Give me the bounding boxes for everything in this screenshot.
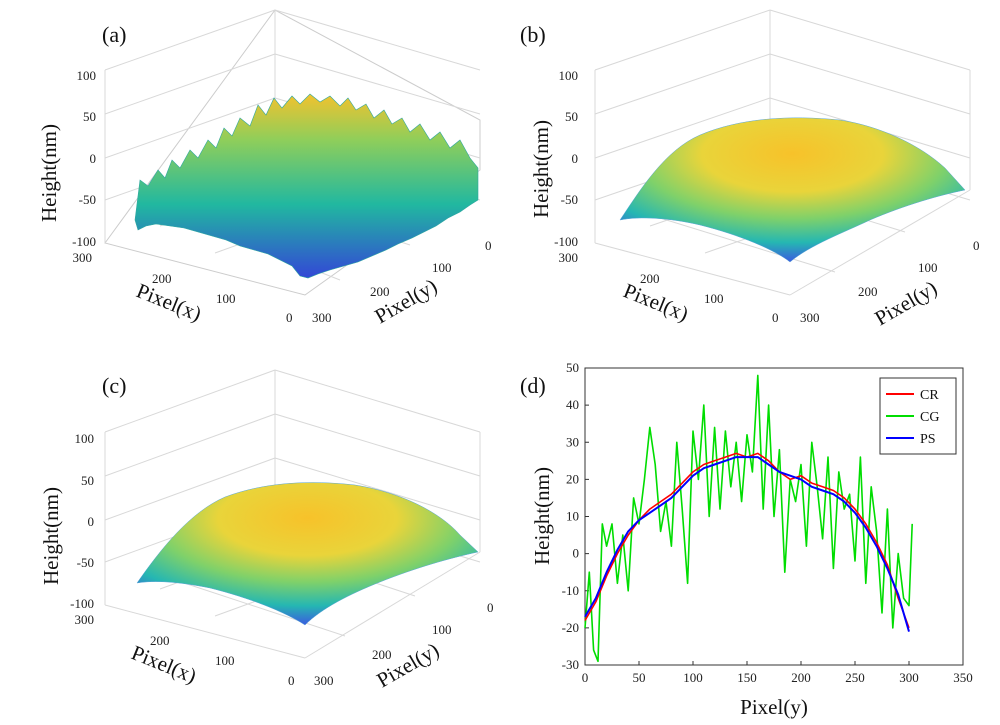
y-tick-label: -30	[562, 657, 579, 672]
panel-c-ytick: 200	[372, 647, 392, 662]
panel-c-xtick: 100	[215, 653, 235, 668]
panel-b-ztick: 0	[572, 151, 579, 166]
series-line-ps	[584, 456, 910, 632]
panel-b-ztick: 50	[565, 109, 578, 124]
panel-a: (a) 100 50 0 -50 -100 300 200 100 0 0 1	[37, 9, 492, 329]
panel-d: (d) 0 50 100 150 200 250 300 350 -30 -20 -10 0 10 20 3…	[520, 360, 973, 719]
panel-a-xtick: 200	[152, 271, 172, 286]
panel-a-xtick: 100	[216, 291, 236, 306]
panel-c-ytick: 100	[432, 622, 452, 637]
panel-b-ztick: -100	[554, 234, 578, 249]
panel-c-xtick: 0	[288, 673, 295, 688]
panel-a-ytick: 200	[370, 284, 390, 299]
y-tick-label: 0	[573, 546, 580, 561]
panel-b-ytick: 100	[918, 260, 938, 275]
panel-a-ytick: 300	[312, 310, 332, 325]
x-tick-label: 0	[582, 670, 589, 685]
panel-c-ztick: 0	[88, 514, 95, 529]
panel-c-ztick: 100	[75, 431, 95, 446]
panel-b-zlabel: Height(nm)	[529, 120, 553, 218]
panel-c-ytick: 0	[487, 600, 494, 615]
panel-b-surface	[619, 117, 966, 263]
panel-b: (b) 100 50 0 -50 -100 300 200 100 0 0	[520, 9, 980, 331]
panel-a-ylabel: Pixel(y)	[371, 274, 442, 329]
legend-label-ps: PS	[920, 432, 936, 447]
panel-c-ytick: 300	[314, 673, 334, 688]
panel-c-zlabel: Height(nm)	[39, 487, 63, 585]
panel-a-ztick: 0	[90, 151, 97, 166]
panel-b-ztick: 100	[559, 68, 579, 83]
panel-b-xtick: 200	[640, 271, 660, 286]
panel-d-lines	[584, 374, 913, 663]
y-tick-label: 10	[566, 509, 579, 524]
panel-b-ytick: 300	[800, 310, 820, 325]
y-tick-label: -20	[562, 620, 579, 635]
panel-c-ylabel: Pixel(y)	[373, 638, 444, 693]
panel-b-ytick: 0	[973, 238, 980, 253]
panel-b-ytick: 200	[858, 284, 878, 299]
panel-a-ytick: 0	[485, 238, 492, 253]
y-tick-label: 30	[566, 434, 579, 449]
panel-b-xtick: 300	[559, 250, 579, 265]
panel-a-ztick: -50	[79, 192, 96, 207]
panel-a-ztick: 100	[77, 68, 97, 83]
x-tick-label: 350	[953, 670, 973, 685]
panel-b-ylabel: Pixel(y)	[871, 276, 942, 331]
x-tick-label: 100	[683, 670, 703, 685]
panel-b-label: (b)	[520, 22, 546, 47]
panel-b-xtick: 0	[772, 310, 779, 325]
panel-d-legend: CR CG PS	[879, 377, 957, 455]
panel-d-ticks: 0 50 100 150 200 250 300 350 -30 -20 -10 0 10 20 30 40 5…	[562, 360, 973, 685]
panel-b-axes-ticks: 100 50 0 -50 -100 300 200 100 0 0 100 20…	[554, 68, 979, 325]
y-tick-label: 40	[566, 397, 579, 412]
panel-a-xtick: 0	[286, 310, 293, 325]
panel-a-axes-ticks: 100 50 0 -50 -100 300 200 100 0 0 100 20…	[72, 68, 491, 325]
panel-d-label: (d)	[520, 373, 546, 398]
panel-a-surface	[134, 93, 479, 279]
panel-a-xtick: 300	[73, 250, 93, 265]
panel-a-zlabel: Height(nm)	[37, 124, 61, 222]
legend-label-cr: CR	[920, 388, 939, 403]
panel-c-ztick: -100	[70, 596, 94, 611]
panel-c-label: (c)	[102, 373, 126, 398]
panel-b-xtick: 100	[704, 291, 724, 306]
panel-c-xtick: 200	[150, 633, 170, 648]
x-tick-label: 250	[845, 670, 865, 685]
panel-d-ylabel: Height(nm)	[530, 467, 554, 565]
x-tick-label: 150	[737, 670, 757, 685]
legend-label-cg: CG	[920, 410, 939, 425]
y-tick-label: -10	[562, 583, 579, 598]
panel-c-xtick: 300	[75, 612, 95, 627]
x-tick-label: 50	[633, 670, 646, 685]
x-tick-label: 300	[899, 670, 919, 685]
panel-c-surface	[136, 482, 479, 626]
panel-a-ztick: 50	[83, 109, 96, 124]
panel-a-ytick: 100	[432, 260, 452, 275]
y-tick-label: 20	[566, 471, 579, 486]
panel-c-ztick: -50	[77, 555, 94, 570]
panel-c-axes-ticks: 100 50 0 -50 -100 300 200 100 0 0 100 20…	[70, 431, 493, 688]
panel-b-ztick: -50	[561, 192, 578, 207]
x-tick-label: 200	[791, 670, 811, 685]
panel-a-label: (a)	[102, 22, 126, 47]
y-tick-label: 50	[566, 360, 579, 375]
panel-d-xlabel: Pixel(y)	[740, 695, 808, 719]
panel-c-ztick: 50	[81, 473, 94, 488]
panel-c: (c) 100 50 0 -50 -100 300 200 100 0 0	[39, 369, 494, 693]
series-line-cg	[584, 374, 913, 663]
panel-a-ztick: -100	[72, 234, 96, 249]
